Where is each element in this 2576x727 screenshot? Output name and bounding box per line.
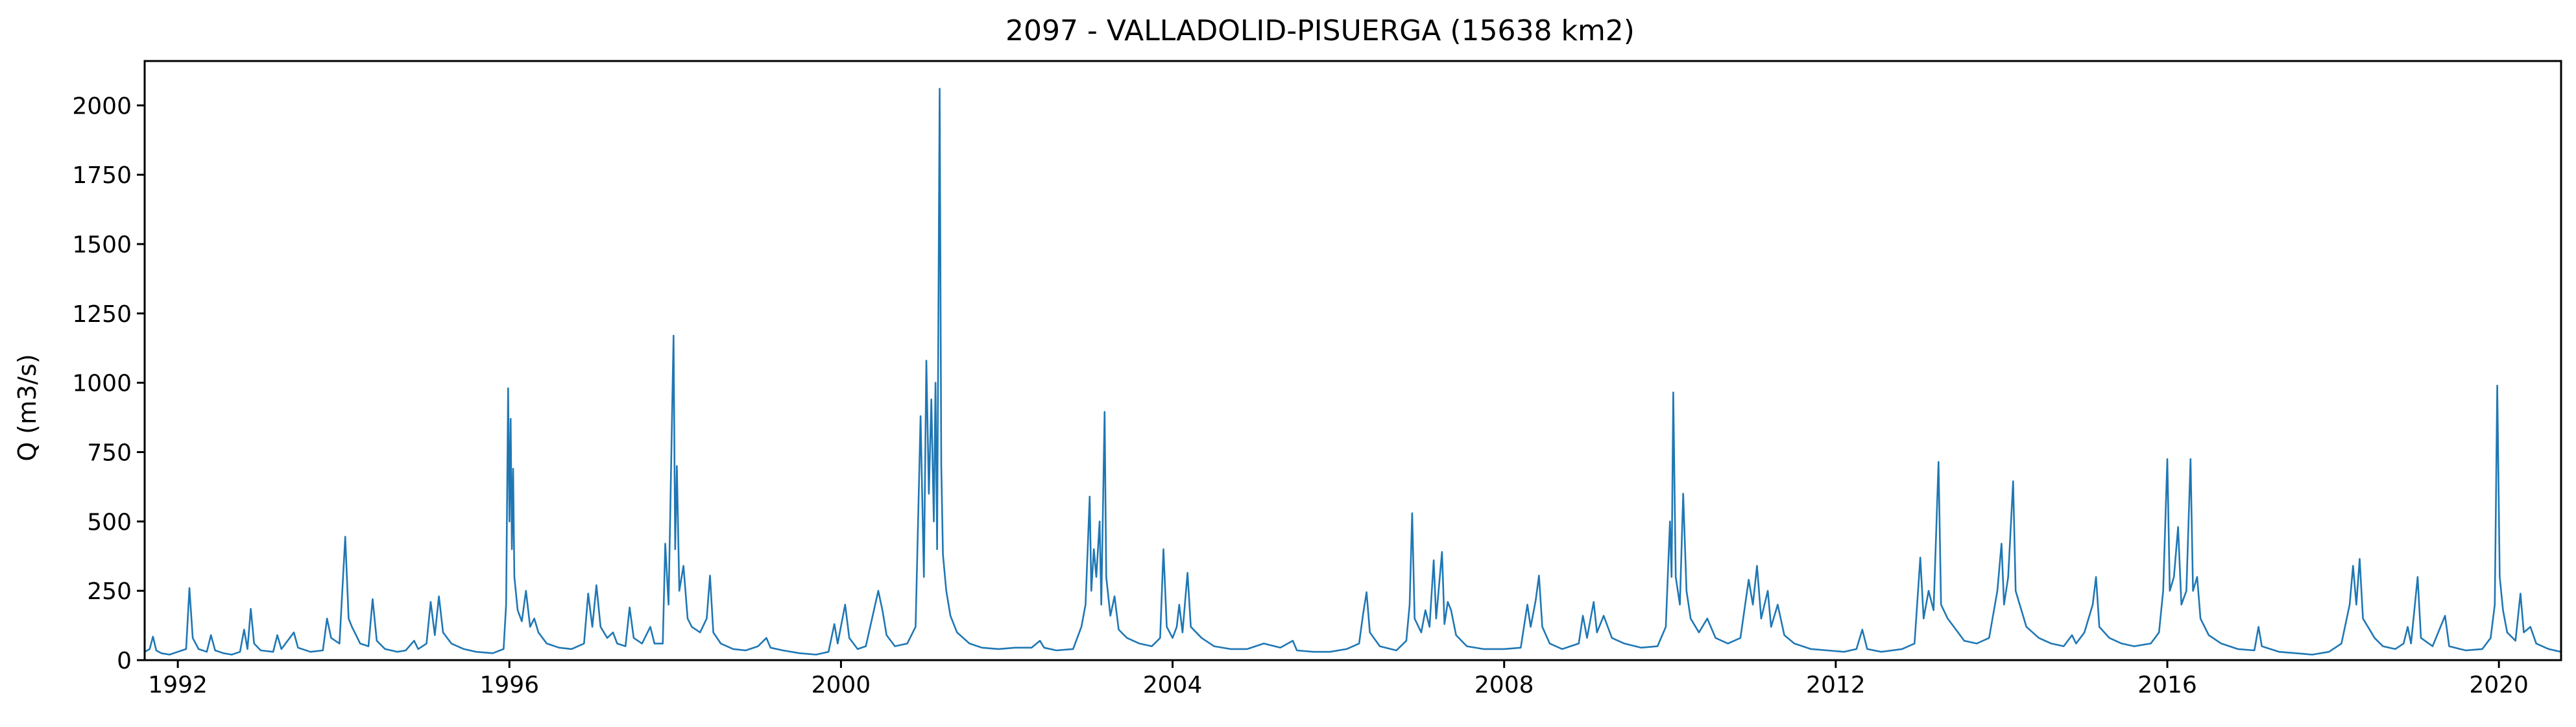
x-tick-label: 1992 [148, 672, 208, 698]
y-tick-label: 1250 [72, 301, 132, 328]
x-tick-label: 2020 [2469, 672, 2529, 698]
plot-area [144, 88, 2562, 656]
y-tick-label: 750 [87, 440, 132, 467]
x-tick-label: 1996 [479, 672, 539, 698]
y-tick-label: 2000 [72, 93, 132, 119]
y-axis-label: Q (m3/s) [13, 354, 42, 461]
y-tick-label: 250 [87, 578, 132, 605]
x-tick-label: 2000 [812, 672, 871, 698]
y-tick-label: 500 [87, 509, 132, 536]
chart-title: 2097 - VALLADOLID-PISUERGA (15638 km2) [1005, 14, 1635, 47]
x-tick-label: 2012 [1806, 672, 1866, 698]
y-tick-label: 1000 [72, 371, 132, 397]
x-tick-label: 2008 [1475, 672, 1534, 698]
x-tick-label: 2004 [1143, 672, 1203, 698]
series-line-0 [144, 88, 2562, 656]
y-tick-label: 0 [117, 648, 132, 674]
y-tick-label: 1750 [72, 162, 132, 189]
y-tick-label: 1500 [72, 232, 132, 258]
plot-frame [143, 60, 2562, 661]
y-axis: 0 250 500 750 1000 1250 1500 1750 2000 [72, 93, 145, 674]
x-tick-label: 2016 [2137, 672, 2197, 698]
x-axis: 1992 1996 2000 2004 2008 2012 2016 2020 [148, 660, 2529, 698]
